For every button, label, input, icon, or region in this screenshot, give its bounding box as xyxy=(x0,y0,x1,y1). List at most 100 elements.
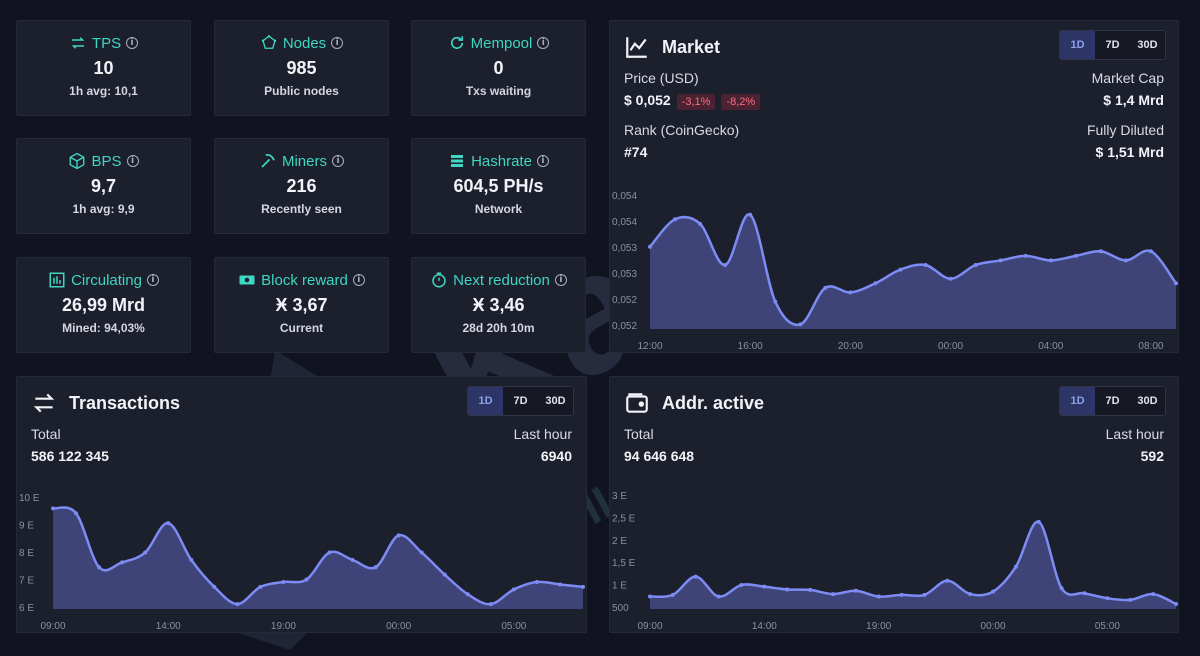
range-30d-button[interactable]: 30D xyxy=(1130,31,1165,59)
range-7d-button[interactable]: 7D xyxy=(503,387,538,415)
data-point[interactable] xyxy=(648,244,652,249)
info-icon[interactable]: i xyxy=(554,274,567,286)
data-point[interactable] xyxy=(899,592,904,597)
data-point[interactable] xyxy=(97,565,102,570)
info-icon[interactable]: i xyxy=(126,37,139,49)
range-7d-button[interactable]: 7D xyxy=(1095,387,1130,415)
range-7d-button[interactable]: 7D xyxy=(1095,31,1130,59)
data-point[interactable] xyxy=(120,560,125,565)
data-point[interactable] xyxy=(189,557,194,562)
data-point[interactable] xyxy=(945,578,950,583)
data-point[interactable] xyxy=(465,592,470,597)
data-point[interactable] xyxy=(581,584,585,589)
data-point[interactable] xyxy=(973,263,978,267)
data-point[interactable] xyxy=(1082,591,1087,596)
data-point[interactable] xyxy=(693,574,698,579)
data-point[interactable] xyxy=(762,584,767,589)
y-tick-label: 0,054 xyxy=(612,217,637,228)
data-point[interactable] xyxy=(948,276,953,281)
info-icon[interactable]: i xyxy=(331,37,344,49)
data-point[interactable] xyxy=(281,580,286,584)
range-1d-button[interactable]: 1D xyxy=(1060,31,1095,59)
data-point[interactable] xyxy=(1073,253,1078,258)
data-point[interactable] xyxy=(673,217,678,222)
data-point[interactable] xyxy=(670,592,675,597)
data-point[interactable] xyxy=(1151,592,1156,597)
data-point[interactable] xyxy=(648,594,652,599)
data-point[interactable] xyxy=(1128,597,1133,602)
data-point[interactable] xyxy=(534,580,539,584)
data-point[interactable] xyxy=(1123,258,1128,263)
data-point[interactable] xyxy=(442,572,447,577)
data-point[interactable] xyxy=(1036,519,1041,524)
data-point[interactable] xyxy=(716,594,721,599)
data-point[interactable] xyxy=(853,588,858,593)
x-tick-label: 14:00 xyxy=(752,621,777,632)
data-point[interactable] xyxy=(876,594,881,599)
data-point[interactable] xyxy=(327,550,332,555)
data-point[interactable] xyxy=(748,212,753,217)
data-point[interactable] xyxy=(923,263,928,267)
market-cap-value: $ 1,4 Mrd xyxy=(1103,92,1164,108)
data-point[interactable] xyxy=(698,221,703,226)
data-point[interactable] xyxy=(798,322,803,327)
data-point[interactable] xyxy=(235,602,240,607)
info-icon[interactable]: i xyxy=(352,274,365,286)
data-point[interactable] xyxy=(373,565,378,570)
range-1d-button[interactable]: 1D xyxy=(1060,387,1095,415)
data-point[interactable] xyxy=(739,582,744,587)
data-point[interactable] xyxy=(1013,564,1018,569)
info-icon[interactable]: i xyxy=(537,37,550,49)
data-point[interactable] xyxy=(396,533,401,538)
y-tick-label: 2,5 E xyxy=(612,513,636,524)
range-30d-button[interactable]: 30D xyxy=(1130,387,1165,415)
data-point[interactable] xyxy=(873,281,878,286)
total-label: Total xyxy=(31,426,61,442)
price-value: $ 0,052 -3,1% -8,2% xyxy=(624,92,761,110)
data-point[interactable] xyxy=(143,550,148,555)
series-line xyxy=(649,520,1177,606)
info-icon[interactable]: i xyxy=(536,155,549,167)
data-point[interactable] xyxy=(51,506,55,511)
data-point[interactable] xyxy=(1105,596,1110,601)
data-point[interactable] xyxy=(74,511,79,516)
data-point[interactable] xyxy=(898,267,903,272)
data-point[interactable] xyxy=(848,290,853,295)
data-point[interactable] xyxy=(488,602,493,607)
data-point[interactable] xyxy=(823,285,828,290)
data-point[interactable] xyxy=(922,592,927,597)
stat-header: BPS i xyxy=(17,151,190,171)
addresses-title: Addr. active xyxy=(624,390,764,416)
data-point[interactable] xyxy=(830,592,835,597)
data-point[interactable] xyxy=(166,521,171,526)
transactions-chart: 10 E 9 E 8 E 7 E 6 E 09:00 14:00 19:00 00:00 05:0… xyxy=(19,493,585,632)
range-30d-button[interactable]: 30D xyxy=(538,387,573,415)
data-point[interactable] xyxy=(1148,249,1153,254)
info-icon[interactable]: i xyxy=(126,155,139,167)
data-point[interactable] xyxy=(808,587,813,592)
y-tick-label: 500 xyxy=(612,603,629,614)
data-point[interactable] xyxy=(511,587,516,592)
info-icon[interactable]: i xyxy=(146,274,159,286)
data-point[interactable] xyxy=(773,299,778,304)
data-point[interactable] xyxy=(1048,258,1053,263)
info-icon[interactable]: i xyxy=(332,155,344,167)
transfer-icon xyxy=(33,393,55,413)
data-point[interactable] xyxy=(1023,253,1028,258)
data-point[interactable] xyxy=(258,584,263,589)
data-point[interactable] xyxy=(998,258,1003,263)
data-point[interactable] xyxy=(212,584,217,589)
data-point[interactable] xyxy=(304,577,309,582)
data-point[interactable] xyxy=(1059,586,1064,591)
data-point[interactable] xyxy=(1174,602,1178,607)
data-point[interactable] xyxy=(557,582,562,587)
data-point[interactable] xyxy=(723,263,728,267)
data-point[interactable] xyxy=(991,589,996,594)
data-point[interactable] xyxy=(1098,249,1103,254)
data-point[interactable] xyxy=(785,587,790,592)
data-point[interactable] xyxy=(350,557,355,562)
range-1d-button[interactable]: 1D xyxy=(468,387,503,415)
data-point[interactable] xyxy=(419,550,424,555)
data-point[interactable] xyxy=(968,592,973,597)
data-point[interactable] xyxy=(1174,281,1178,286)
